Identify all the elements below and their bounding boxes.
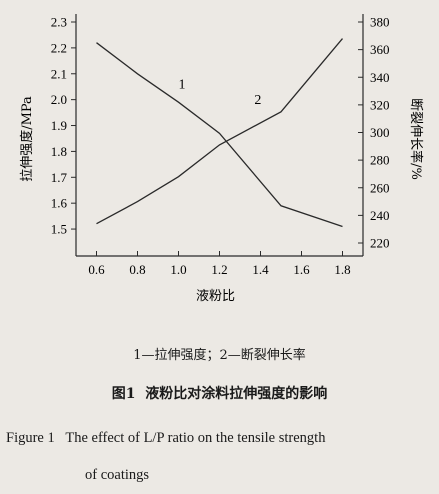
figure-title-cn: 液粉比对涂料拉伸强度的影响 <box>145 386 328 402</box>
left-tick-label: 1.9 <box>51 118 67 133</box>
x-tick-label: 1.8 <box>334 262 350 277</box>
series-lines <box>96 38 343 228</box>
right-tick-label: 300 <box>370 125 390 140</box>
right-axis-ticks: 220 240 260 280 300 320 340 360 380 <box>358 15 390 251</box>
x-axis-label: 液粉比 <box>196 289 235 304</box>
figure-caption-cn: 图1 液粉比对涂料拉伸强度的影响 <box>0 383 439 403</box>
curve-label-2: 2 <box>254 93 261 108</box>
left-tick-label: 1.6 <box>51 196 68 211</box>
y-axis-left-label: 拉伸强度/MPa <box>19 96 35 182</box>
right-tick-label: 320 <box>370 97 390 112</box>
right-tick-label: 280 <box>370 153 390 168</box>
figure-number: 图1 <box>111 386 136 402</box>
y-axis-right-label: 断裂伸长率/% <box>408 98 424 180</box>
curve-label-1: 1 <box>179 78 186 93</box>
caption-en-line2: of coatings <box>85 467 150 483</box>
right-tick-label: 240 <box>370 208 390 223</box>
x-tick-label: 1.4 <box>252 262 269 277</box>
figure-caption-en: Figure 1 The effect of L/P ratio on the … <box>6 420 436 494</box>
right-tick-label: 220 <box>370 236 390 251</box>
right-tick-label: 380 <box>370 15 390 30</box>
left-tick-label: 2.1 <box>51 66 67 81</box>
x-tick-label: 1.0 <box>170 262 186 277</box>
right-tick-label: 340 <box>370 70 390 85</box>
left-tick-label: 2.0 <box>51 92 67 107</box>
series-line-2 <box>96 38 343 225</box>
x-tick-label: 0.6 <box>88 262 105 277</box>
x-axis-ticks: 0.6 0.8 1.0 1.2 1.4 1.6 1.8 <box>88 251 351 277</box>
left-tick-label: 2.2 <box>51 40 67 55</box>
left-tick-label: 1.7 <box>51 170 68 185</box>
series-line-1 <box>96 42 343 228</box>
axes <box>75 14 364 257</box>
left-tick-label: 2.3 <box>51 15 67 30</box>
x-tick-label: 1.6 <box>293 262 310 277</box>
x-tick-label: 0.8 <box>129 262 145 277</box>
left-axis-ticks: 1.5 1.6 1.7 1.8 1.9 2.0 2.1 2.2 2.3 <box>51 15 76 237</box>
right-tick-label: 360 <box>370 42 390 57</box>
chart: 1.5 1.6 1.7 1.8 1.9 2.0 2.1 2.2 2.3 220 240 260 280… <box>19 14 424 304</box>
caption-en-line1: Figure 1 The effect of L/P ratio on the … <box>6 430 326 446</box>
left-tick-label: 1.5 <box>51 222 67 237</box>
x-tick-label: 1.2 <box>211 262 227 277</box>
legend: 1—拉伸强度；2—断裂伸长率 <box>133 348 306 363</box>
left-tick-label: 1.8 <box>51 144 67 159</box>
right-tick-label: 260 <box>370 180 390 195</box>
